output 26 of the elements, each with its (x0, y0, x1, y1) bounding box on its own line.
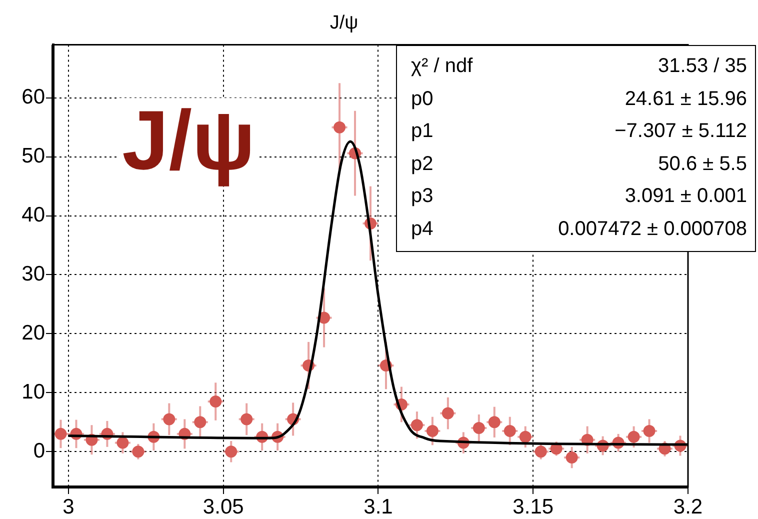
annotation: 50.6 ± 5.5 (658, 152, 747, 176)
x-tick-label: 3.15 (512, 495, 554, 518)
annotation: 0.007472 ± 0.000708 (558, 216, 747, 242)
y-tick-label: 50 (22, 144, 45, 168)
y-tick-label: 10 (22, 380, 45, 404)
x-tick-label: 3.1 (364, 495, 393, 518)
y-tick-label: 40 (22, 204, 45, 227)
annotation: p2 (411, 152, 434, 176)
annotation: χ² / ndf (411, 54, 473, 79)
y-tick-label: 20 (22, 322, 45, 344)
annotation: 31.53 / 35 (658, 54, 747, 79)
y-tick-label: 0 (33, 439, 45, 462)
annotation: 24.61 ± 15.96 (624, 86, 747, 112)
x-tick-label: 3.2 (673, 495, 703, 518)
y-tick-label: 30 (22, 262, 45, 286)
annotation: p4 (411, 216, 434, 242)
annotation: p3 (411, 184, 434, 209)
x-tick-label: 3.05 (202, 495, 244, 518)
x-tick-label: 3 (62, 495, 74, 518)
annotation: 3.091 ± 0.001 (624, 184, 747, 209)
y-tick-label: 60 (22, 86, 45, 109)
chart-title: J/ψ (330, 12, 358, 34)
annotation: p1 (411, 119, 434, 144)
annotation: −7.307 ± 5.112 (614, 119, 747, 144)
annotation: J/ψ (121, 93, 256, 187)
annotation: p0 (411, 86, 434, 112)
